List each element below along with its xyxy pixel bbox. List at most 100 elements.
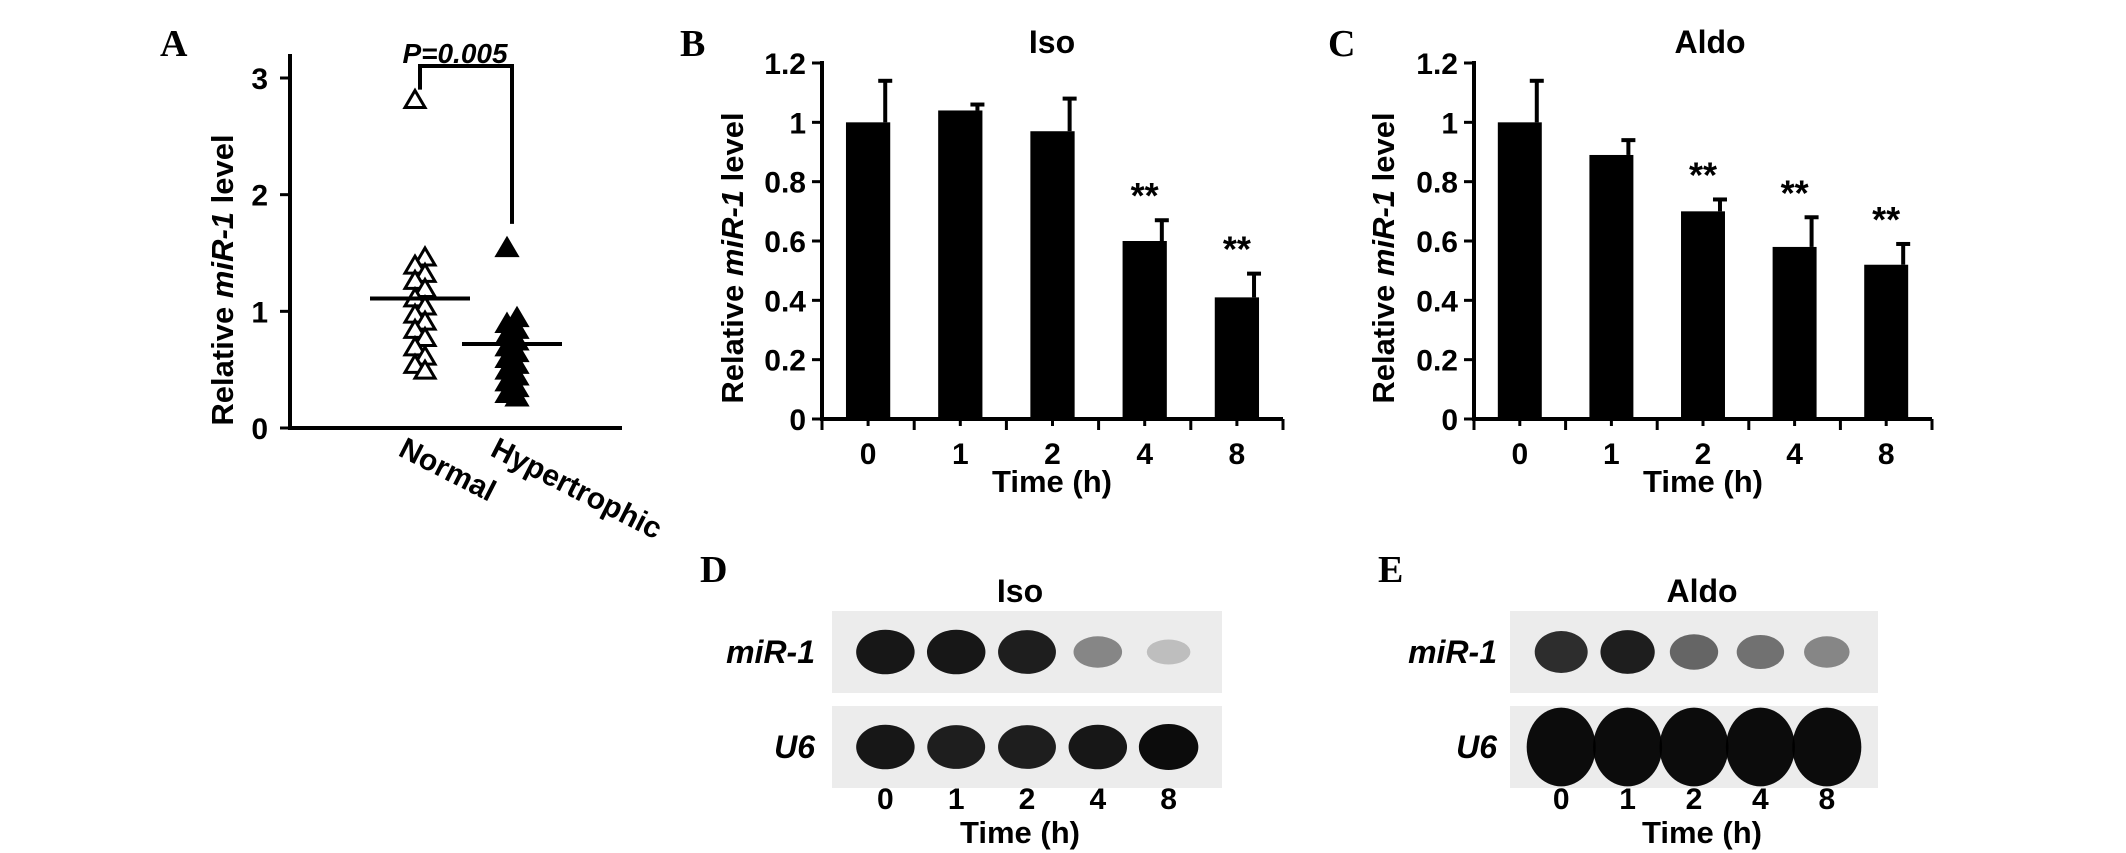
data-point-normal [402,87,428,109]
panel-label-d: D [700,549,727,591]
y-tick-label-b: 0.6 [764,226,806,259]
bar-b [1214,297,1260,419]
blot-band [1736,634,1785,670]
significance-bracket [418,64,514,224]
panel-e-northern-blot: E Aldo Time (h) miR-1 U6 0 1 2 4 8 [1378,549,1878,850]
y-tick-label-b: 1.2 [764,48,806,81]
x-axis-title-c: Time (h) [1643,464,1763,499]
y-tick-label-c: 0 [1441,404,1458,437]
y-tick-label-b: 0.2 [764,345,806,378]
y-tick-label-a: 2 [251,180,268,213]
x-category-label-a: Normal [394,432,501,508]
blot-band [1146,639,1191,665]
y-tick-label-c: 1 [1441,107,1458,140]
blot-lane-label: 1 [948,783,965,816]
blot-row-label: miR-1 [1408,634,1497,670]
data-point-hypertrophic [494,235,520,258]
x-tick-label-b: 0 [860,438,877,471]
significance-mark-c: ** [1872,199,1900,240]
blot-x-title-e: Time (h) [1642,815,1762,850]
x-tick-label-b: 1 [952,438,969,471]
significance-mark-c: ** [1689,154,1717,195]
blot-title-d: Iso [997,573,1043,609]
blot-title-e: Aldo [1666,573,1737,609]
y-tick-label-a: 1 [251,296,268,329]
x-category-label-a: Hypertrophic [486,432,667,546]
blot-band [1792,707,1862,787]
blot-lane-label: 2 [1686,783,1703,816]
y-tick-label-b: 0.4 [764,285,806,318]
blot-lane-label: 8 [1160,783,1177,816]
panel-label-a: A [160,23,188,65]
panel-label-c: C [1328,23,1355,65]
y-tick-label-c: 0.6 [1416,226,1458,259]
x-tick-label-c: 0 [1511,438,1528,471]
y-tick-label-b: 0 [789,404,806,437]
panel-a-scatter: A Relative miR-1 level P=0.005 0 1 2 3 Norma… [160,23,667,546]
bar-c [1681,211,1725,419]
blot-band [1138,724,1199,770]
data-point-hypertrophic [504,385,530,407]
x-tick-label-c: 2 [1695,438,1712,471]
panel-label-b: B [680,23,705,65]
blot-band [1669,634,1719,670]
blot-band [856,629,915,675]
blot-band [1659,707,1729,787]
blot-lane-label: 2 [1019,783,1036,816]
bar-b [938,110,983,419]
blot-band [998,630,1056,674]
y-tick-label-c: 1.2 [1416,48,1458,81]
y-tick-label-c: 0.2 [1416,345,1458,378]
blot-band [1526,707,1596,787]
blot-band [1073,636,1123,668]
blot-row-label: miR-1 [726,634,815,670]
chart-title-c: Aldo [1674,24,1745,60]
bar-b [1122,241,1167,419]
blot-lane-label: 1 [1619,783,1636,816]
blot-lane-label: 8 [1818,783,1835,816]
y-tick-label-b: 1 [789,107,806,140]
blot-band [998,725,1056,769]
blot-band [1068,724,1128,770]
blot-band [1600,630,1655,674]
y-axis-title-c: Relative miR-1 level [1366,112,1401,403]
x-tick-label-c: 8 [1878,438,1895,471]
y-axis-title-b: Relative miR-1 level [715,112,750,403]
blot-band [927,725,986,769]
panel-label-e: E [1378,549,1403,591]
bar-c [1497,122,1542,419]
bar-b [1030,131,1075,419]
y-axis-title-a: Relative miR-1 level [205,134,240,425]
blot-row-label: U6 [774,729,815,765]
blot-band [1804,636,1850,668]
y-tick-label-a: 0 [251,413,268,446]
blot-band [1593,707,1663,787]
bar-c [1589,154,1634,419]
y-tick-label-c: 0.8 [1416,167,1458,200]
significance-mark-b: ** [1131,175,1159,216]
blot-row-label: U6 [1456,729,1497,765]
bar-c [1772,246,1817,419]
x-tick-label-b: 8 [1229,438,1246,471]
chart-title-b: Iso [1029,24,1075,60]
y-tick-label-c: 0.4 [1416,285,1458,318]
blot-band [1534,631,1588,673]
blot-band [1725,707,1795,787]
blot-lane-label: 0 [1553,783,1570,816]
x-tick-label-b: 2 [1044,438,1061,471]
y-tick-label-b: 0.8 [764,167,806,200]
blot-lane-label: 4 [1752,783,1769,816]
x-tick-label-c: 4 [1786,438,1803,471]
panel-c-bar-chart: C Aldo Relative miR-1 level Time (h) 0 0.… [1328,23,1934,499]
y-tick-label-a: 3 [251,63,268,96]
blot-x-title-d: Time (h) [960,815,1080,850]
panel-d-northern-blot: D Iso Time (h) miR-1 U6 0 1 2 4 8 [700,549,1222,850]
blot-band [926,629,986,675]
x-tick-label-c: 1 [1603,438,1620,471]
significance-mark-c: ** [1781,172,1809,213]
bar-b [845,122,891,419]
bar-c [1864,264,1909,419]
blot-lane-label: 0 [877,783,894,816]
panel-b-bar-chart: B Iso Relative miR-1 level Time (h) 0 0.2… [680,23,1285,499]
